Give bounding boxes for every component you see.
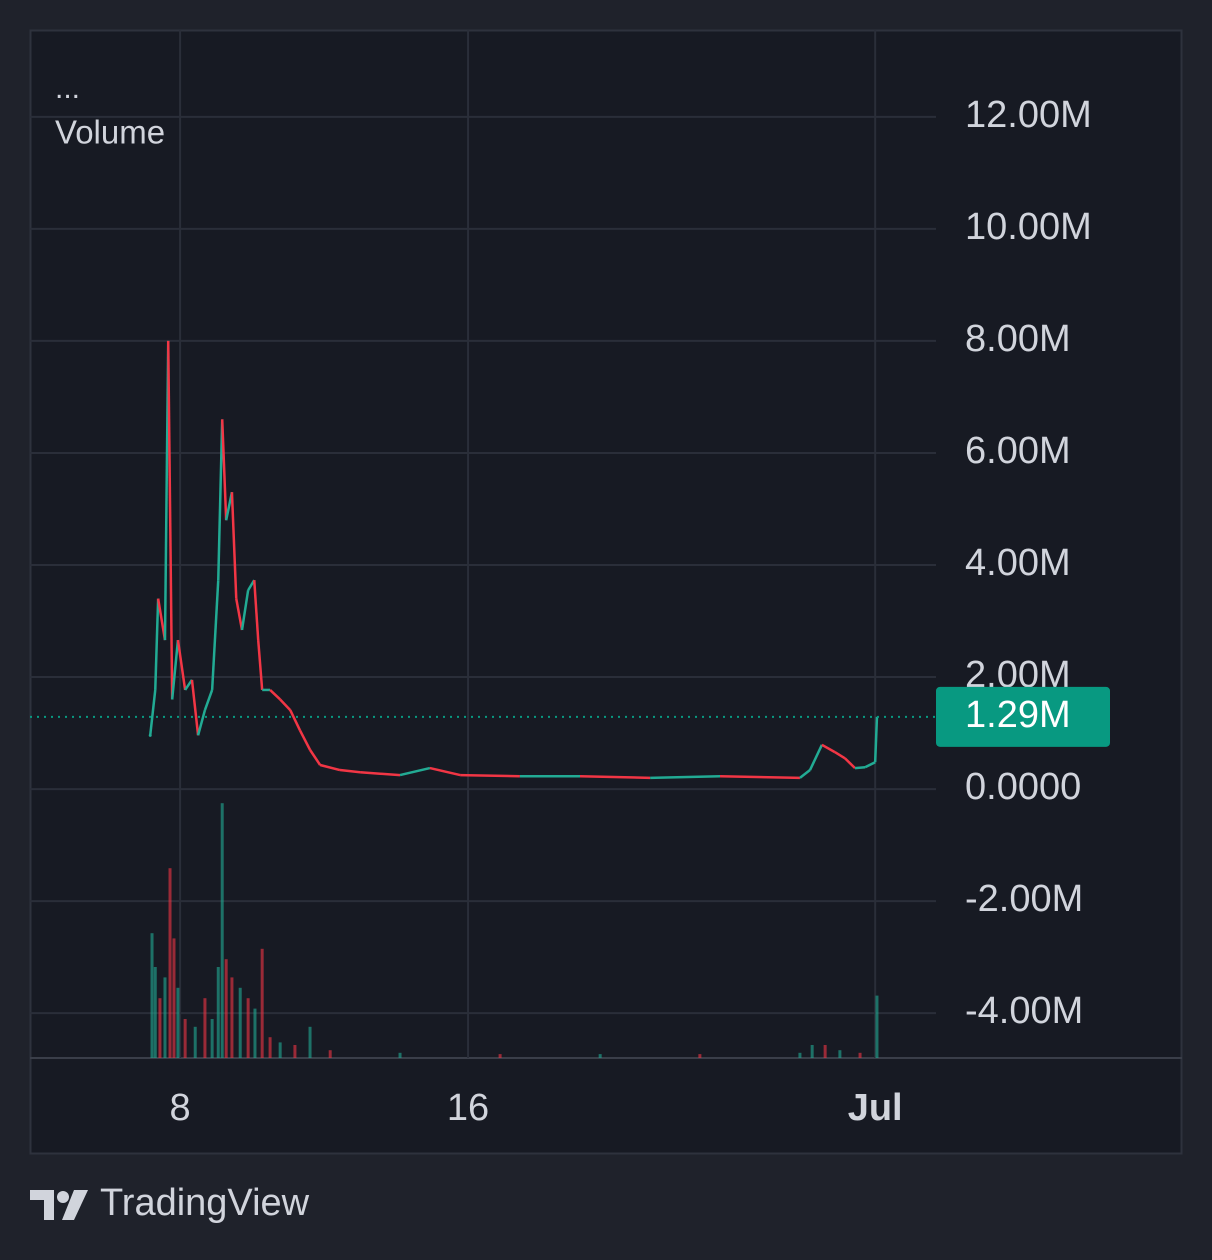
volume-bar [838, 1050, 842, 1058]
volume-bar [823, 1045, 827, 1058]
price-segment [166, 340, 174, 700]
y-tick-label: -4.00M [965, 990, 1083, 1032]
volume-bar [293, 1045, 297, 1058]
volume-bar [253, 1008, 257, 1058]
y-tick-label: 10.00M [965, 206, 1092, 248]
volume-bar [308, 1026, 312, 1058]
volume-bar [203, 998, 207, 1058]
grid [30, 30, 936, 1058]
y-tick-label: 8.00M [965, 318, 1071, 360]
price-segment [429, 766, 461, 777]
x-tick-label: Jul [848, 1087, 903, 1129]
price-segment [720, 774, 800, 780]
volume-bar [153, 967, 157, 1058]
volume-bar [168, 868, 172, 1058]
price-segment [170, 639, 180, 700]
price-segment [240, 590, 250, 631]
price-segment [799, 769, 811, 779]
volume-bar [193, 1026, 197, 1058]
price-segment [190, 679, 200, 736]
price-segment [253, 580, 260, 641]
price-segment [579, 774, 651, 780]
volume-bar [183, 1019, 187, 1058]
price-segment [196, 709, 207, 736]
price-segment [864, 761, 876, 769]
price-segment [210, 580, 220, 691]
last-value-label: 1.29M [965, 694, 1071, 736]
price-segment [821, 743, 836, 754]
price-segment [844, 757, 856, 769]
price-segment [399, 766, 431, 777]
volume-bar [268, 1037, 272, 1058]
price-segment [230, 492, 238, 599]
price-segment [298, 729, 312, 751]
plot [30, 340, 936, 1058]
volume-bar [260, 948, 264, 1058]
volume-bar [230, 977, 234, 1058]
y-tick-label: 0.0000 [965, 766, 1081, 808]
volume-bar [278, 1042, 282, 1058]
volume-bar [598, 1054, 602, 1058]
y-tick-label: 4.00M [965, 542, 1071, 584]
volume-bar [163, 977, 167, 1058]
price-segment [854, 766, 866, 770]
volume-bar [875, 995, 879, 1058]
y-tick-label: -2.00M [965, 878, 1083, 920]
price-segment [834, 751, 846, 760]
volume-bar [328, 1050, 332, 1058]
price-segment [359, 771, 401, 777]
volume-bar [498, 1054, 502, 1058]
volume-bar [224, 959, 228, 1058]
y-tick-label: 12.00M [965, 94, 1092, 136]
price-segment [176, 639, 187, 691]
volume-bar [158, 998, 162, 1058]
price-segment [269, 689, 282, 701]
last-value-box [936, 686, 1110, 747]
price-segment [220, 419, 228, 521]
price-segment [217, 419, 224, 581]
price-segment [873, 716, 879, 763]
volume-bar [398, 1052, 402, 1058]
volume-bar [210, 1019, 214, 1058]
price-segment [279, 698, 292, 711]
price-segment [319, 763, 341, 772]
price-segment [148, 689, 157, 736]
price-segment [289, 709, 302, 731]
chart-pane [29, 29, 1183, 1155]
price-segment [203, 689, 214, 711]
volume-bar [246, 998, 250, 1058]
volume-bar [172, 938, 176, 1058]
volume-bar [698, 1054, 702, 1058]
price-segment [339, 768, 361, 774]
price-segment [154, 598, 160, 690]
volume-bar [220, 803, 224, 1058]
volume-bar [216, 967, 220, 1058]
price-segment [808, 744, 824, 771]
price-segment [256, 639, 264, 691]
volume-bar [150, 933, 154, 1058]
volume-bar [238, 987, 242, 1058]
tradingview-logo [30, 1190, 88, 1220]
chart-title: Volume [55, 114, 165, 151]
volume-bar [176, 987, 180, 1058]
price-segment [650, 774, 721, 780]
x-tick-label: 8 [170, 1087, 191, 1129]
x-tick-label: 16 [447, 1087, 489, 1129]
volume-bar [798, 1052, 802, 1058]
y-tick-label: 6.00M [965, 430, 1071, 472]
price-segment [309, 749, 322, 766]
price-segment [460, 773, 520, 778]
legend-header: ... [55, 72, 80, 105]
volume-bar [810, 1045, 814, 1058]
brand: TradingView [100, 1182, 310, 1224]
price-segment [184, 679, 194, 691]
volume-bar [858, 1052, 862, 1058]
price-segment [235, 598, 244, 631]
